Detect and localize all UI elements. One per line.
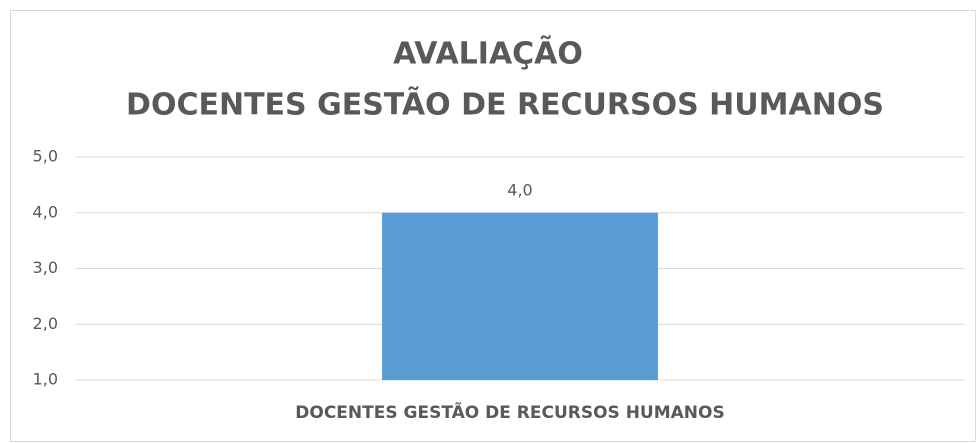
y-tick-label: 3,0 — [33, 258, 58, 277]
chart-title: AVALIAÇÃO — [393, 35, 583, 72]
chart-title: DOCENTES GESTÃO DE RECURSOS HUMANOS — [126, 86, 884, 123]
y-tick-label: 2,0 — [33, 314, 58, 333]
y-tick-label: 5,0 — [33, 147, 58, 166]
y-tick-label: 1,0 — [33, 370, 58, 389]
y-tick-label: 4,0 — [33, 202, 58, 221]
bar — [382, 212, 658, 380]
x-tick-label: DOCENTES GESTÃO DE RECURSOS HUMANOS — [295, 400, 724, 423]
value-label: 4,0 — [507, 180, 532, 199]
